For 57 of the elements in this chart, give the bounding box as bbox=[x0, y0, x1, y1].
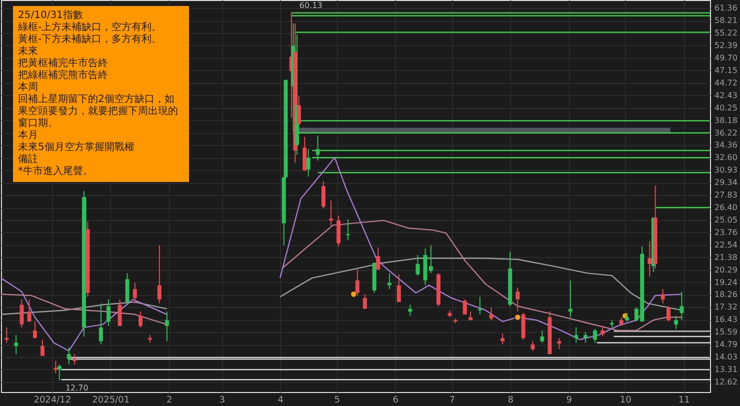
y-tick-label: 52.39 bbox=[714, 40, 738, 50]
y-tick-label: 49.70 bbox=[714, 53, 738, 62]
annotation: 黃框-下方未補缺口，多方有利。 bbox=[18, 33, 162, 45]
x-tick-label: 2025/01 bbox=[92, 396, 130, 406]
annotation: 12.70 bbox=[65, 384, 88, 393]
y-tick-label: 58.21 bbox=[714, 16, 738, 26]
y-tick-label: 18.26 bbox=[714, 290, 738, 300]
annotation: 把黃框補完牛市告終 bbox=[18, 57, 108, 69]
annotation: 本月 bbox=[18, 129, 38, 141]
x-tick-label: 6 bbox=[392, 396, 399, 406]
annotation: 未來 bbox=[18, 45, 38, 57]
annotation: 把綠框補完熊市告終 bbox=[18, 69, 108, 81]
y-tick-label: 16.43 bbox=[714, 315, 738, 324]
y-tick-label: 32.60 bbox=[714, 153, 738, 162]
x-tick-label: 9 bbox=[566, 396, 572, 406]
y-tick-label: 29.34 bbox=[714, 178, 738, 188]
y-tick-label: 40.25 bbox=[714, 103, 738, 112]
x-tick-label: 7 bbox=[449, 396, 456, 406]
y-tick-label: 34.36 bbox=[714, 140, 738, 150]
y-tick-label: 36.22 bbox=[714, 128, 738, 138]
y-tick-label: 15.59 bbox=[714, 328, 738, 337]
y-tick-label: 20.29 bbox=[714, 265, 738, 274]
annotation: 綠框-上方未補缺口，空方有利。 bbox=[17, 21, 162, 33]
annotation: 60.13 bbox=[299, 0, 322, 10]
x-tick-label: 3 bbox=[219, 396, 225, 406]
y-tick-label: 55.22 bbox=[714, 28, 738, 38]
x-tick-label: 5 bbox=[334, 396, 340, 406]
x-tick-label: 8 bbox=[508, 396, 514, 406]
y-tick-label: 13.31 bbox=[714, 364, 738, 374]
y-tick-label: 25.05 bbox=[714, 215, 738, 224]
annotation: 25/10/31指數 bbox=[18, 9, 83, 21]
y-tick-label: 12.62 bbox=[714, 378, 738, 387]
y-tick-label: 61.36 bbox=[714, 4, 738, 13]
x-tick-label: 2 bbox=[166, 396, 172, 406]
y-tick-label: 19.24 bbox=[714, 278, 738, 287]
x-tick-label: 10 bbox=[620, 396, 632, 406]
annotation: 本周 bbox=[18, 81, 38, 93]
annotation: 備註 bbox=[18, 153, 38, 165]
y-tick-label: 21.38 bbox=[714, 252, 738, 262]
y-tick-label: 26.40 bbox=[714, 203, 738, 212]
y-tick-label: 17.32 bbox=[714, 302, 738, 312]
y-tick-label: 38.18 bbox=[714, 116, 738, 125]
y-tick-label: 22.54 bbox=[714, 240, 738, 250]
y-tick-label: 14.03 bbox=[714, 352, 738, 362]
y-tick-label: 42.43 bbox=[714, 90, 738, 100]
annotation: *牛市進入尾聲。 bbox=[18, 165, 93, 177]
y-tick-label: 14.79 bbox=[714, 340, 738, 350]
x-tick-label: 4 bbox=[278, 396, 284, 406]
annotation: 回補上星期留下的2個空方缺口，如果空頭要發力，就要把握下周出現的窗口期。 bbox=[18, 93, 178, 129]
y-tick-label: 30.93 bbox=[714, 166, 738, 175]
y-tick-label: 27.83 bbox=[714, 190, 738, 200]
annotation: 未來5個月空方掌握開戰權 bbox=[18, 141, 134, 153]
y-tick-label: 23.76 bbox=[714, 228, 738, 237]
x-tick-label: 11 bbox=[678, 396, 690, 406]
y-tick-label: 47.15 bbox=[714, 66, 738, 75]
y-tick-label: 44.72 bbox=[714, 78, 738, 88]
x-tick-label: 2024/12 bbox=[34, 396, 72, 406]
